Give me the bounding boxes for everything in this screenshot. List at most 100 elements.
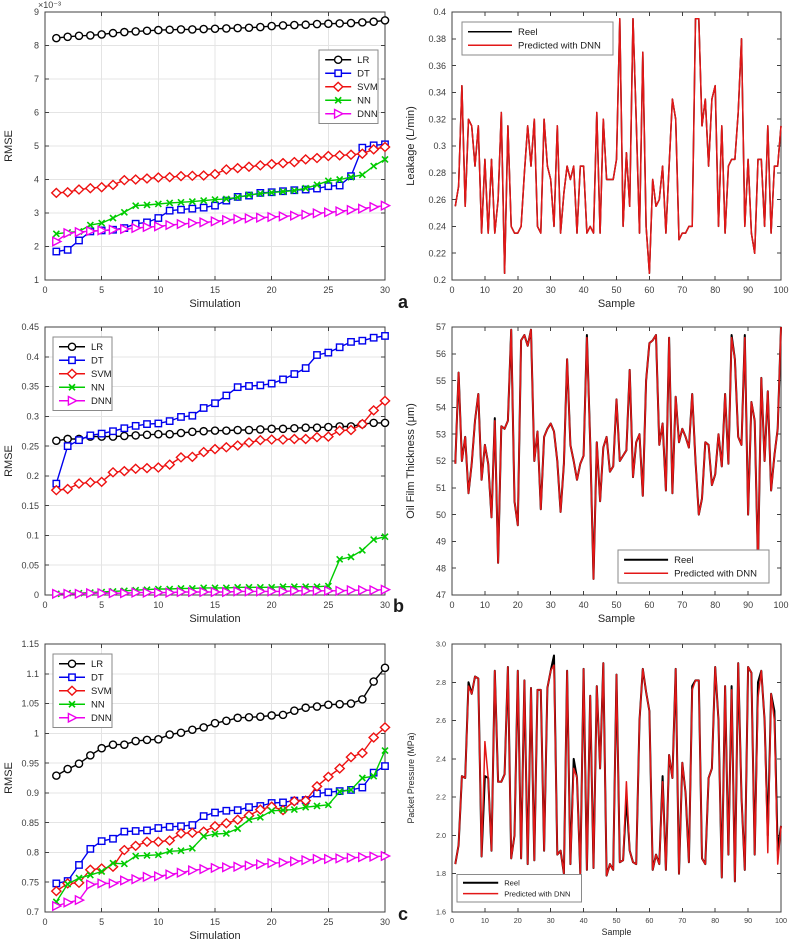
y-tick-label: 52 — [436, 456, 446, 466]
x-tick-label: 20 — [267, 600, 277, 610]
legend-entry-label: LR — [91, 342, 103, 353]
y-tick-label: 0.1 — [26, 531, 39, 541]
legend: LR DT SVM NN DNN — [52, 653, 113, 728]
series-svm — [50, 395, 391, 496]
legend-entry-label: NN — [357, 96, 371, 107]
x-tick-label: 60 — [645, 916, 653, 925]
x-tick-label: 80 — [710, 285, 720, 295]
x-tick-label: 90 — [743, 285, 753, 295]
series-predicted-with-dnn — [454, 662, 782, 883]
series-dnn — [52, 850, 392, 912]
y-axis-label: RMSE — [3, 762, 15, 794]
leakage-prediction-svg: 0 10 20 30 40 50 60 70 80 90 100 0.2 0.22 0.24 0.26 0.2… — [405, 7, 789, 310]
legend: LR DT SVM NN DNN — [52, 336, 113, 411]
legend-entry-label: SVM — [91, 686, 112, 697]
panel-label-a: a — [398, 292, 409, 312]
x-tick-label: 50 — [613, 916, 621, 925]
rmse-leakage-svg: 0 5 10 15 20 25 30 1 2 3 4 5 6 7 8 9 Simulation RMSE ×10⁻³… — [3, 0, 392, 310]
y-tick-label: 47 — [436, 590, 446, 600]
x-tick-label: 100 — [773, 600, 788, 610]
series-nn — [52, 155, 389, 238]
panel-label-c: c — [398, 904, 409, 924]
x-tick-label: 30 — [380, 917, 390, 927]
x-tick-label: 25 — [323, 285, 333, 295]
y-tick-label: 9 — [34, 7, 39, 17]
chart-leakage-prediction: 0 10 20 30 40 50 60 70 80 90 100 0.2 0.22 0.24 0.26 0.2… — [397, 0, 793, 310]
x-tick-label: 10 — [480, 285, 490, 295]
x-axis-label: Simulation — [189, 298, 240, 310]
y-tick-label: 0.9 — [26, 788, 39, 798]
legend: Reel Predicted with DNN — [461, 21, 614, 56]
y-tick-label: 0.05 — [21, 560, 39, 570]
y-tick-label: 56 — [436, 349, 446, 359]
y-axis-label: Oil Film Thickness (μm) — [405, 403, 417, 519]
x-tick-label: 0 — [449, 600, 454, 610]
y-tick-label: 2 — [34, 242, 39, 252]
legend-entry-label: DNN — [91, 713, 112, 724]
x-tick-label: 60 — [644, 600, 654, 610]
y-tick-label: 0.3 — [433, 141, 446, 151]
y-tick-label: 0.95 — [21, 758, 39, 768]
x-tick-label: 10 — [153, 917, 163, 927]
rmse-oil-film-svg: 0 5 10 15 20 25 30 0 0.05 0.1 0.15 0.2 0.25 0.3 0.35 0.… — [3, 322, 392, 625]
y-tick-label: 0.35 — [21, 382, 39, 392]
y-tick-label: 2.6 — [436, 716, 446, 725]
x-tick-label: 50 — [611, 285, 621, 295]
series-svm — [50, 722, 391, 897]
x-tick-label: 20 — [267, 285, 277, 295]
y-tick-label: 0.26 — [428, 195, 446, 205]
legend-entry-label: Predicted with DNN — [518, 41, 601, 52]
legend-entry-label: LR — [357, 55, 369, 66]
y-axis-label: RMSE — [3, 130, 15, 162]
x-tick-label: 5 — [99, 600, 104, 610]
y-tick-label: 1.05 — [21, 699, 39, 709]
x-tick-label: 100 — [775, 916, 787, 925]
y-axis-label: RMSE — [3, 445, 15, 477]
y-tick-label: 50 — [436, 510, 446, 520]
series-dnn — [52, 200, 392, 247]
legend-entry-label: SVM — [357, 82, 378, 93]
x-tick-label: 0 — [449, 285, 454, 295]
x-tick-label: 90 — [744, 916, 752, 925]
y-tick-label: 0.4 — [433, 7, 446, 17]
y-tick-label: 1 — [34, 728, 39, 738]
x-axis-label: Sample — [602, 927, 632, 937]
legend-entry-label: NN — [91, 383, 105, 394]
y-tick-label: 49 — [436, 537, 446, 547]
x-tick-label: 20 — [514, 916, 522, 925]
x-tick-label: 0 — [450, 916, 454, 925]
y-tick-label: 5 — [34, 141, 39, 151]
y-tick-label: 2.4 — [436, 754, 446, 763]
y-tick-label: 2.8 — [436, 678, 446, 687]
x-tick-label: 40 — [580, 916, 588, 925]
x-tick-label: 30 — [380, 600, 390, 610]
series-nn — [52, 747, 389, 906]
y-tick-label: 0.15 — [21, 501, 39, 511]
legend: Reel Predicted with DNN — [456, 873, 582, 903]
y-tick-label: 0.8 — [26, 848, 39, 858]
y-tick-label: 0.24 — [428, 222, 446, 232]
series-predicted-with-dnn — [454, 17, 782, 275]
x-tick-label: 30 — [547, 916, 555, 925]
y-tick-label: 0.45 — [21, 322, 39, 332]
x-tick-label: 100 — [773, 285, 788, 295]
x-tick-label: 40 — [579, 285, 589, 295]
x-tick-label: 70 — [677, 285, 687, 295]
rmse-packet-pressure-svg: 0 5 10 15 20 25 30 0.7 0.75 0.8 0.85 0.9 0.95 1 1.05 1.… — [3, 639, 392, 942]
panel-label-b: b — [393, 596, 404, 616]
chart-rmse-oil-film: 0 5 10 15 20 25 30 0 0.05 0.1 0.15 0.2 0.25 0.3 0.35 0.… — [0, 315, 394, 625]
y-axis-label: Packet Pressure (MPa) — [406, 732, 416, 823]
x-axis-label: Sample — [598, 613, 635, 625]
y-tick-label: 54 — [436, 403, 446, 413]
x-axis-label: Simulation — [189, 613, 240, 625]
y-tick-label: 1 — [34, 275, 39, 285]
y-tick-label: 4 — [34, 175, 39, 185]
y-tick-label: 2.0 — [436, 831, 446, 840]
x-tick-label: 20 — [267, 917, 277, 927]
legend: Reel Predicted with DNN — [617, 549, 770, 584]
chart-oil-film-prediction: 0 10 20 30 40 50 60 70 80 90 100 47 48 49 50 51 52 53 54 55… — [397, 315, 793, 625]
y-tick-label: 0.32 — [428, 114, 446, 124]
x-tick-label: 0 — [42, 917, 47, 927]
y-tick-label: 0.7 — [26, 907, 39, 917]
x-tick-label: 20 — [513, 600, 523, 610]
